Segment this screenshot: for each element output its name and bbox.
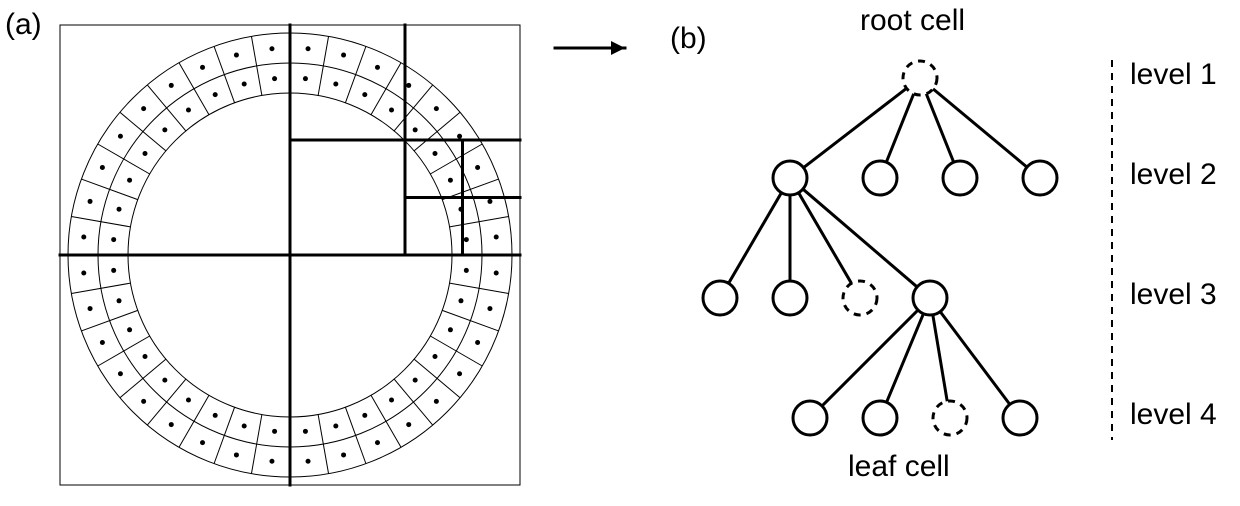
figure: { "canvas":{"w":1240,"h":506}, "labels":… [0, 0, 1240, 506]
label-leaf: leaf cell [848, 450, 950, 484]
label-l2: level 2 [1130, 158, 1217, 192]
label-l3: level 3 [1130, 278, 1217, 312]
label-l4: level 4 [1130, 398, 1217, 432]
label-root: root cell [860, 4, 965, 38]
label-l1: level 1 [1130, 58, 1217, 92]
label-b: (b) [670, 22, 707, 56]
label-a: (a) [5, 8, 42, 42]
panel-b-svg [0, 0, 1240, 506]
